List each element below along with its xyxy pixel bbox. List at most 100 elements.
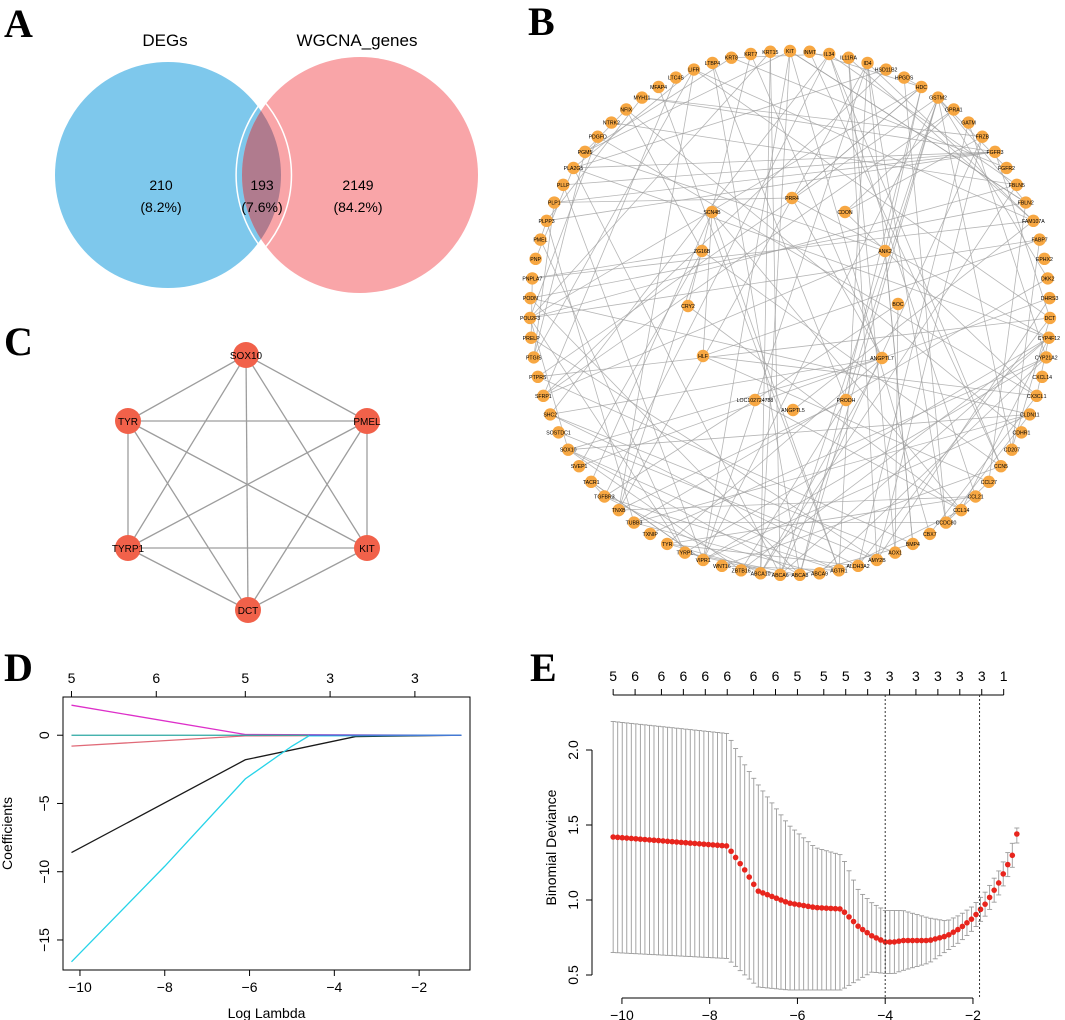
- ppi-edge: [537, 317, 1050, 378]
- cv-point: [896, 938, 902, 944]
- ppi-edge: [702, 50, 791, 561]
- ppi-edge: [533, 202, 555, 358]
- ppi-node-label: PLP1: [548, 201, 561, 207]
- y-tick-label: −5: [36, 795, 52, 811]
- cv-point: [714, 842, 721, 849]
- cv-point: [927, 937, 934, 943]
- ppi-node-label: KRT15: [762, 50, 778, 56]
- ppi-edge: [760, 51, 771, 574]
- y-tick-label: −15: [36, 928, 52, 952]
- top-tick-label: 6: [658, 668, 666, 684]
- ppi-node: [897, 71, 911, 84]
- ppi-node-label: PLA2G5: [564, 166, 584, 172]
- ppi-edge: [702, 355, 1037, 397]
- cv-point: [655, 837, 662, 844]
- ppi-edge: [929, 395, 1037, 535]
- cv-point: [737, 860, 743, 867]
- ppi-edge: [558, 432, 878, 561]
- cv-point: [723, 843, 730, 849]
- hub-edge: [127, 354, 247, 549]
- ppi-edge: [994, 151, 1051, 319]
- cv-point: [991, 887, 997, 893]
- ppi-node-label: CLDN11: [1020, 412, 1040, 418]
- cv-point: [905, 937, 911, 944]
- ppi-edge: [529, 239, 1040, 319]
- ppi-node-label: NFIX: [620, 107, 632, 113]
- ppi-edge: [712, 62, 847, 401]
- cv-point: [660, 838, 666, 844]
- ppi-node-label: PODN: [523, 296, 538, 302]
- ppi-node: [773, 568, 787, 582]
- ppi-inner-node-label: ANGPTL5: [781, 408, 805, 414]
- ppi-inner-node-label: ANK2: [878, 249, 892, 255]
- cv-point: [868, 932, 875, 939]
- ppi-inner-node-label: BOC: [892, 302, 903, 308]
- ppi-inner-node: [705, 205, 719, 219]
- top-tick-label: 6: [701, 668, 709, 684]
- ppi-edge: [578, 250, 703, 467]
- x-tick-label: −2: [411, 979, 427, 995]
- ppi-node-label: FBLN5: [1009, 183, 1025, 189]
- ppi-node: [1000, 161, 1013, 175]
- cv-point: [964, 919, 970, 926]
- ppi-inner-node: [695, 244, 709, 258]
- cv-point: [914, 937, 920, 944]
- panel-label-d: D: [4, 645, 33, 690]
- ppi-node-label: GATM: [961, 121, 976, 127]
- cv-point: [855, 923, 861, 929]
- ppi-inner-node-label: ZG16B: [694, 249, 711, 255]
- cv-point: [619, 834, 626, 841]
- ppi-node-label: MYH11: [634, 96, 651, 102]
- cv-point: [673, 839, 680, 845]
- cv-point: [719, 842, 725, 849]
- ppi-node: [591, 130, 604, 143]
- ppi-nodes: KIT INMT IL34 IL11RA ID4 HSD11B2 HPGDSHDCGSTM2…: [520, 44, 1060, 582]
- top-tick-label: 5: [241, 670, 249, 686]
- ppi-node-label: FRZB: [976, 135, 990, 141]
- ppi-edge: [543, 250, 886, 397]
- ppi-node: [635, 91, 649, 104]
- venn-right-circle: [242, 57, 478, 293]
- ppi-node-label: GPRA1: [945, 107, 963, 113]
- cv-point: [710, 842, 716, 848]
- venn-overlap-count: 193: [250, 177, 274, 193]
- ppi-edge: [568, 414, 1030, 451]
- ppi-node-label: DKK2: [1041, 276, 1055, 282]
- ppi-node: [523, 311, 537, 325]
- ppi-node: [531, 370, 545, 384]
- venn-right-border: [235, 99, 264, 251]
- cv-point: [623, 835, 630, 841]
- cv-point: [1004, 861, 1011, 868]
- ppi-node-label: FAM107A: [1022, 219, 1045, 225]
- ppi-edge: [876, 297, 1050, 561]
- ppi-node-label: TACR1: [583, 480, 600, 486]
- cv-point: [732, 854, 739, 861]
- ppi-node: [1033, 233, 1046, 246]
- ppi-node-label: LIFR: [688, 68, 699, 74]
- ppi-edge: [573, 69, 887, 169]
- ppi-node: [1041, 272, 1054, 285]
- x-tick-label: −4: [326, 979, 342, 995]
- ppi-node: [1010, 178, 1023, 192]
- ppi-edge: [867, 62, 1034, 222]
- top-tick-label: 6: [772, 668, 780, 684]
- ppi-node-label: CCDC80: [936, 521, 957, 527]
- ppi-node-label: LTC4S: [668, 76, 684, 82]
- ppi-node: [906, 537, 920, 551]
- ppi-edge: [584, 109, 627, 153]
- cv-point: [705, 841, 712, 848]
- ppi-edge: [543, 109, 954, 397]
- cv-point: [796, 901, 802, 908]
- ppi-edge: [618, 62, 868, 511]
- ppi-inner-node: [681, 299, 695, 313]
- ppi-node-label: FABP7: [1032, 238, 1048, 244]
- cv-point: [832, 905, 839, 912]
- ppi-edge: [529, 51, 771, 319]
- top-tick-label: 6: [723, 668, 731, 684]
- ppi-edge: [604, 399, 756, 497]
- cv-point: [941, 933, 948, 940]
- ppi-edge: [937, 97, 1049, 279]
- ppi-edge: [937, 97, 1013, 450]
- cv-point: [955, 926, 961, 933]
- ppi-node: [923, 527, 937, 541]
